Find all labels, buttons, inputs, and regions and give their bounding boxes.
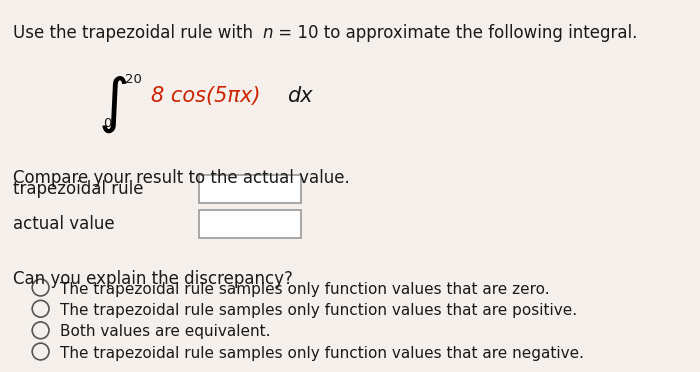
Text: The trapezoidal rule samples only function values that are negative.: The trapezoidal rule samples only functi… (60, 346, 584, 360)
Text: actual value: actual value (13, 215, 114, 233)
Text: The trapezoidal rule samples only function values that are zero.: The trapezoidal rule samples only functi… (60, 282, 549, 296)
Text: Use the trapezoidal rule with: Use the trapezoidal rule with (13, 24, 258, 42)
Text: 8 cos(5πx): 8 cos(5πx) (150, 86, 267, 106)
Bar (199, 175, 301, 203)
Bar (199, 210, 301, 238)
Text: = 10 to approximate the following integral.: = 10 to approximate the following integr… (273, 24, 638, 42)
Text: Compare your result to the actual value.: Compare your result to the actual value. (13, 169, 349, 187)
Text: Can you explain the discrepancy?: Can you explain the discrepancy? (13, 270, 293, 288)
Text: 0: 0 (104, 117, 112, 130)
Text: n: n (262, 24, 273, 42)
Text: 20: 20 (125, 73, 141, 86)
Text: trapezoidal rule: trapezoidal rule (13, 180, 143, 198)
Text: The trapezoidal rule samples only function values that are positive.: The trapezoidal rule samples only functi… (60, 303, 577, 318)
Text: dx: dx (287, 86, 313, 106)
Text: $\int$: $\int$ (98, 74, 127, 135)
Text: Both values are equivalent.: Both values are equivalent. (60, 324, 270, 339)
